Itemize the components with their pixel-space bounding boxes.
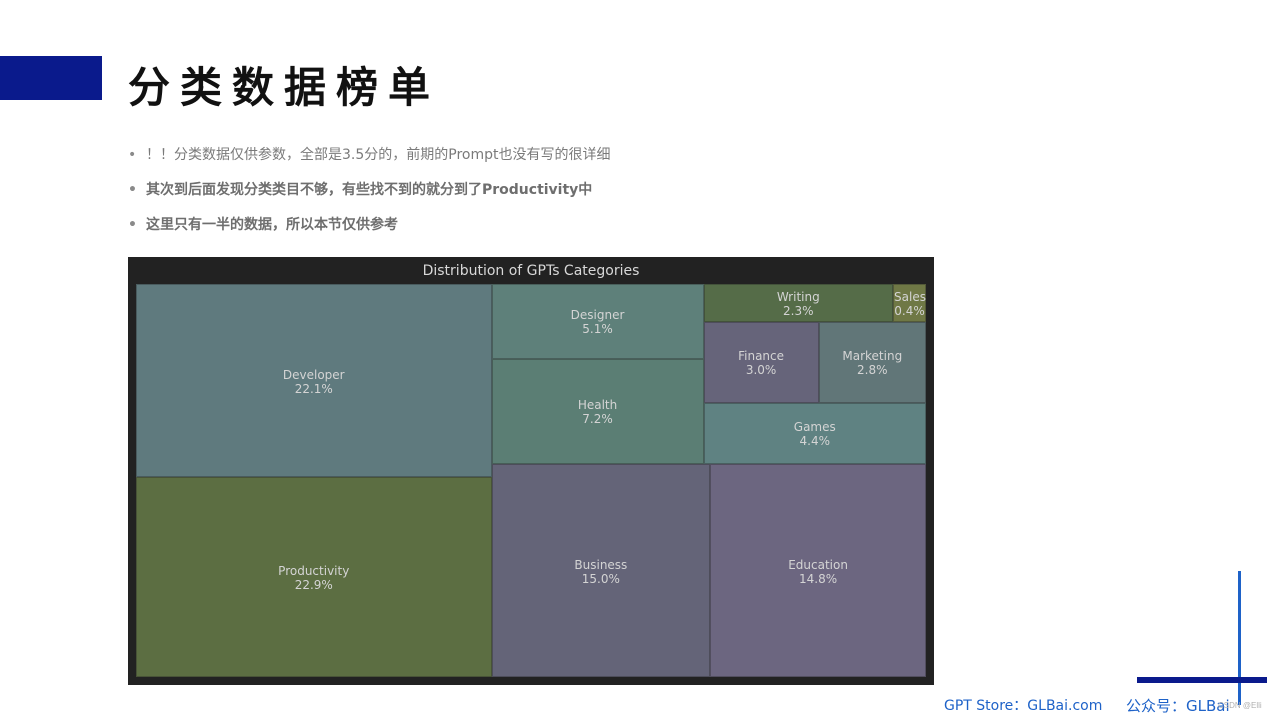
corner-decoration-vertical: [1238, 571, 1241, 705]
treemap-label-designer: Designer 5.1%: [493, 308, 703, 336]
title-accent-bar: [0, 56, 102, 100]
treemap-tile-games: Games 4.4%: [703, 402, 926, 465]
treemap-category-name: Marketing: [842, 349, 903, 364]
footer-wechat: 公众号：GLBai: [1126, 697, 1230, 715]
treemap-category-name: Designer: [570, 308, 625, 323]
corner-decoration-horizontal: [1137, 677, 1267, 683]
treemap-label-marketing: Marketing 2.8%: [820, 349, 925, 377]
bullet-list: ！！分类数据仅供参数，全部是3.5分的，前期的Prompt也没有写的很详细 其次…: [128, 143, 611, 248]
treemap-category-percent: 7.2%: [582, 412, 613, 427]
treemap-tile-marketing: Marketing 2.8%: [818, 321, 926, 403]
treemap-label-writing: Writing 2.3%: [705, 290, 892, 318]
treemap-label-education: Education 14.8%: [711, 558, 925, 586]
chart-title: Distribution of GPTs Categories: [422, 263, 640, 279]
treemap-category-percent: 22.9%: [294, 577, 333, 592]
treemap-category-percent: 2.3%: [783, 303, 814, 318]
treemap-chart: Distribution of GPTs Categories Producti…: [128, 257, 934, 685]
treemap-tile-sales: Sales 0.4%: [893, 284, 926, 322]
treemap-label-business: Business 15.0%: [493, 558, 710, 586]
bullet-item-3: 这里只有一半的数据，所以本节仅供参考: [128, 213, 611, 248]
treemap-category-percent: 0.4%: [894, 303, 925, 318]
treemap-category-name: Sales: [894, 289, 926, 304]
treemap-category-percent: 5.1%: [582, 322, 613, 337]
treemap-label-health: Health 7.2%: [493, 398, 703, 426]
treemap-label-productivity: Productivity 22.9%: [137, 564, 491, 592]
treemap-category-percent: 15.0%: [581, 571, 620, 586]
treemap-tile-developer: Developer 22.1%: [136, 284, 492, 477]
treemap-tile-designer: Designer 5.1%: [491, 284, 704, 359]
treemap-category-name: Finance: [738, 349, 785, 364]
treemap-category-name: Business: [574, 557, 628, 572]
treemap-tile-productivity: Productivity 22.9%: [136, 477, 492, 677]
treemap-category-percent: 3.0%: [745, 363, 777, 378]
treemap-category-name: Games: [793, 420, 836, 435]
footer-store-link: GPT Store：GLBai.com: [944, 698, 1103, 714]
treemap-tile-health: Health 7.2%: [491, 358, 704, 465]
treemap-category-name: Health: [577, 398, 618, 413]
treemap-label-finance: Finance 3.0%: [705, 349, 818, 377]
treemap-tile-business: Business 15.0%: [491, 464, 711, 677]
bullet-item-1: ！！分类数据仅供参数，全部是3.5分的，前期的Prompt也没有写的很详细: [128, 143, 611, 178]
treemap-category-name: Writing: [776, 289, 820, 304]
treemap-tile-education: Education 14.8%: [710, 464, 926, 677]
treemap-tile-writing: Writing 2.3%: [703, 284, 894, 322]
treemap-tile-finance: Finance 3.0%: [703, 321, 819, 403]
treemap-category-name: Education: [788, 557, 848, 572]
page-title: 分类数据榜单: [128, 63, 441, 112]
treemap-category-percent: 22.1%: [294, 381, 333, 396]
treemap-category-percent: 2.8%: [857, 363, 888, 378]
bullet-item-2: 其次到后面发现分类类目不够，有些找不到的就分到了Productivity中: [128, 178, 611, 213]
treemap-category-percent: 4.4%: [799, 434, 831, 449]
watermark: CSDN @Elli: [1218, 701, 1262, 710]
treemap-label-developer: Developer 22.1%: [137, 368, 491, 396]
treemap-category-name: Productivity: [278, 563, 350, 578]
treemap-category-name: Developer: [282, 367, 345, 382]
treemap-label-games: Games 4.4%: [705, 420, 925, 448]
treemap-plot-area: Productivity 22.9% Developer 22.1% Business 1…: [136, 284, 926, 677]
treemap-category-percent: 14.8%: [799, 571, 838, 586]
treemap-label-sales: Sales 0.4%: [894, 289, 926, 318]
